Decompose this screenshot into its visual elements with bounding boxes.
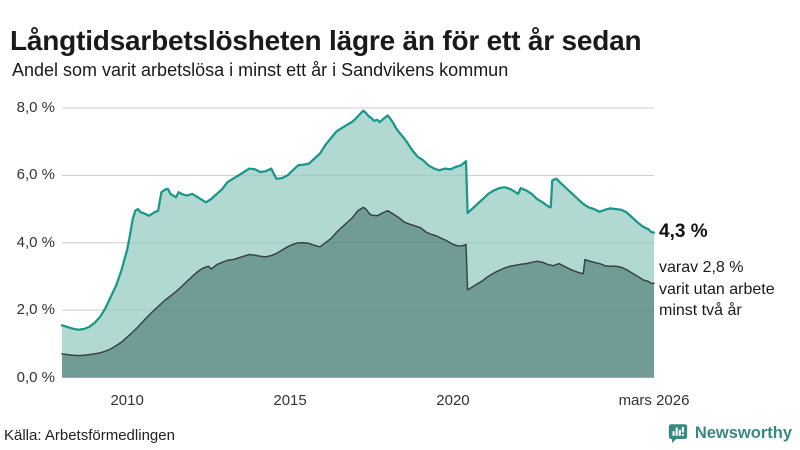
x-axis-tick-label: 2015 xyxy=(273,392,307,409)
series-end-value-label: 4,3 % xyxy=(659,221,708,242)
y-axis-tick-label: 6,0 % xyxy=(16,166,55,184)
end-note-line-2: varit utan arbete xyxy=(659,280,775,298)
end-note-line-1: varav 2,8 % xyxy=(659,259,744,276)
source-attribution: Källa: Arbetsförmedlingen xyxy=(4,427,175,444)
series-end-note: varav 2,8 % varit utan arbete minst två … xyxy=(659,257,775,322)
x-axis-tick-label: 2020 xyxy=(436,392,470,409)
page-title: Långtidsarbetslösheten lägre än för ett … xyxy=(10,24,642,56)
series-line xyxy=(61,206,655,357)
newsworthy-logo-icon xyxy=(667,422,689,444)
newsworthy-brand-text: Newsworthy xyxy=(694,423,792,442)
y-axis-tick-label: 8,0 % xyxy=(16,99,55,116)
x-axis-tick-label: mars 2026 xyxy=(618,392,690,409)
chart-subtitle: Andel som varit arbetslösa i minst ett å… xyxy=(12,60,509,80)
end-note-line-3: minst två år xyxy=(659,302,742,319)
x-axis-tick-label: 2010 xyxy=(110,392,144,409)
y-axis-tick-label: 4,0 % xyxy=(16,233,55,251)
series-line xyxy=(60,109,656,331)
newsworthy-brand: Newsworthy xyxy=(667,422,792,444)
y-axis-tick-label: 0,0 % xyxy=(16,368,55,386)
area-fill xyxy=(62,207,654,378)
y-axis-tick-label: 2,0 % xyxy=(16,301,55,319)
